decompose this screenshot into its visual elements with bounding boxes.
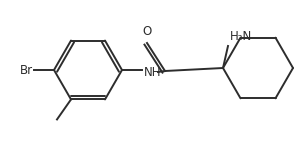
Text: H₂N: H₂N [230, 30, 252, 43]
Text: Br: Br [20, 64, 33, 77]
Text: O: O [142, 25, 152, 38]
Text: NH: NH [144, 66, 162, 78]
